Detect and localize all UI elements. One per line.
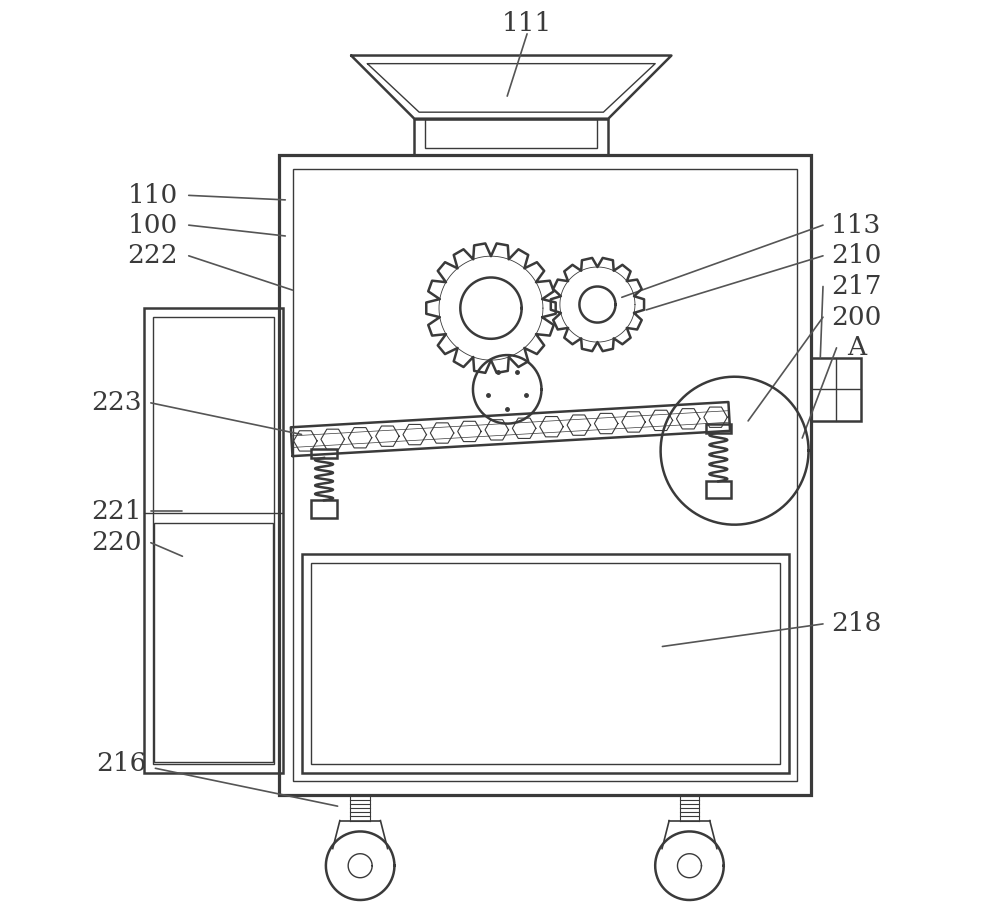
Bar <box>706 481 731 498</box>
Text: 110: 110 <box>128 183 178 208</box>
Bar <box>279 155 811 795</box>
Text: 113: 113 <box>831 213 882 238</box>
Text: 220: 220 <box>91 530 142 556</box>
Text: 216: 216 <box>96 751 146 776</box>
Text: 100: 100 <box>128 213 178 238</box>
Bar <box>154 523 273 762</box>
Text: 200: 200 <box>831 305 882 329</box>
Bar <box>706 424 731 433</box>
Text: 210: 210 <box>831 243 882 268</box>
Bar <box>311 563 780 764</box>
Bar <box>302 554 789 773</box>
Bar <box>311 500 337 519</box>
Text: 217: 217 <box>831 274 882 299</box>
Bar <box>414 119 608 155</box>
Bar <box>153 317 274 764</box>
Text: 218: 218 <box>831 612 882 636</box>
Text: 223: 223 <box>91 390 142 415</box>
Bar <box>811 357 861 421</box>
Text: 222: 222 <box>127 243 178 268</box>
Bar <box>293 169 797 781</box>
Text: A: A <box>847 336 866 360</box>
Bar <box>144 308 283 773</box>
Text: 111: 111 <box>502 12 552 36</box>
Bar <box>311 449 337 458</box>
Bar <box>425 119 597 148</box>
Text: 221: 221 <box>91 499 142 524</box>
